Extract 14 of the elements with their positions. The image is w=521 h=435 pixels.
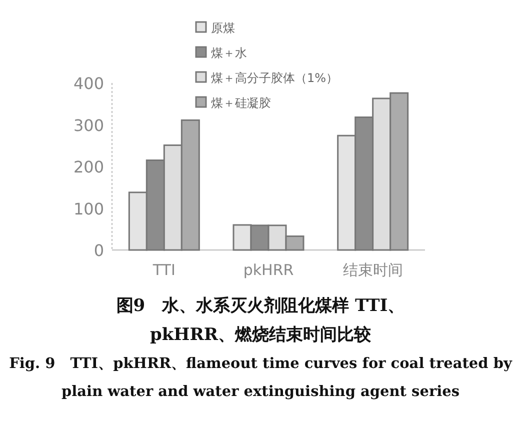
legend-label: 煤＋高分子胶体（1%） bbox=[211, 71, 338, 85]
y-tick-label: 400 bbox=[73, 74, 104, 93]
y-tick-label: 0 bbox=[94, 241, 104, 260]
text: 图9 水、水系灭火剂阻化煤样 TTI、pkHRR、燃烧结束时间比较 bbox=[115, 295, 406, 347]
y-tick-label: 200 bbox=[73, 158, 104, 176]
y-tick-label: 100 bbox=[73, 199, 104, 218]
x-tick-label: 结束时间 bbox=[342, 261, 403, 279]
legend-label: 煤＋水 bbox=[211, 46, 247, 60]
y-tick-label: 300 bbox=[73, 116, 104, 135]
x-tick-label: pkHRR bbox=[243, 261, 294, 279]
x-tick-label: TTI bbox=[152, 261, 176, 279]
legend-label: 原煤 bbox=[211, 21, 235, 35]
legend-label: 煤＋硅凝胶 bbox=[211, 96, 271, 110]
text: Fig. 9 TTI、pkHRR、flameout time curves for coal treated by plain water and water extinguishing agent series bbox=[8, 354, 514, 402]
